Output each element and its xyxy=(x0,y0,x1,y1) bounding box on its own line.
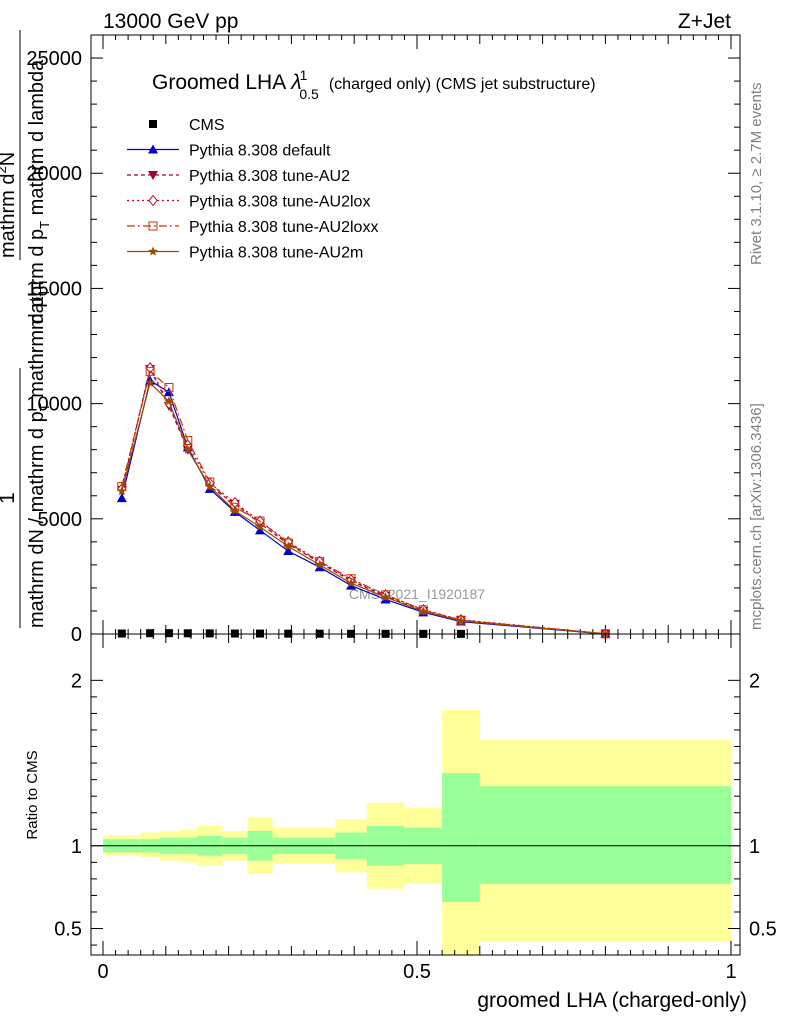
main-y-tick-label: 20000 xyxy=(26,163,82,185)
data-point xyxy=(346,578,356,588)
data-point xyxy=(283,546,294,556)
ratio-panel: 0.5 0.51 12 2 0 0.5 1 xyxy=(54,633,777,983)
mcplots-label: mcplots.cern.ch [arXiv:1306.3436] xyxy=(748,403,765,630)
data-point xyxy=(205,629,214,638)
data-point xyxy=(456,615,466,625)
data-point xyxy=(255,525,265,535)
legend-marker xyxy=(149,120,157,128)
process-label: Z+Jet xyxy=(678,10,731,33)
y-label-denom-text: mathrm d p xyxy=(26,229,48,330)
main-y-tick-label: 25000 xyxy=(26,48,82,70)
legend-marker xyxy=(148,144,158,154)
series-line xyxy=(121,379,606,635)
y-label-lower: mathrm dN / mathrm d pT mathrm d pT xyxy=(26,289,52,628)
ratio-x-axis: 0 0.5 1 xyxy=(97,634,737,983)
y-label-lower-sub: T xyxy=(37,403,52,411)
legend-marker xyxy=(148,246,158,256)
data-point xyxy=(283,541,293,551)
ratio-y-tick-label-right: 2 xyxy=(749,670,760,692)
data-point xyxy=(380,592,391,602)
y-label-one: 1 xyxy=(0,492,19,504)
beam-label: 13000 GeV pp xyxy=(103,10,238,33)
data-point xyxy=(145,377,155,387)
legend-label: Pythia 8.308 tune-AU2 xyxy=(189,168,350,185)
legend-label: Pythia 8.308 tune-AU2lox xyxy=(189,194,370,211)
plot-title-sup: 1 xyxy=(300,67,308,83)
main-y-tick-label: 5000 xyxy=(38,509,83,531)
main-panel: CMS_2021_I1920187 0500010000150002000025… xyxy=(26,34,741,646)
main-y-axis-label: 1 mathrm dN / mathrm d pT mathrm d pT ma… xyxy=(0,30,52,628)
x-tick-label: 0.5 xyxy=(403,961,431,983)
legend-marker xyxy=(148,171,158,180)
data-point xyxy=(314,559,325,569)
y-label-upper: mathrm d2N xyxy=(0,152,19,258)
legend-marker xyxy=(148,194,158,207)
data-point xyxy=(600,628,611,638)
data-point xyxy=(117,486,127,496)
ratio-y-axis: 0.5 0.5 1 1 2 2 xyxy=(54,670,777,946)
main-y-tick-label: 0 xyxy=(71,624,82,646)
plot-title-main: Groomed LHA xyxy=(152,71,286,94)
ratio-frame xyxy=(90,633,741,956)
ratio-y-tick-label: 0.5 xyxy=(54,919,82,941)
data-point xyxy=(145,366,155,376)
ratio-y-axis-label: Ratio to CMS xyxy=(24,750,41,839)
rivet-label: Rivet 3.1.10, ≥ 2.7M events xyxy=(748,83,765,266)
data-point xyxy=(116,493,127,503)
plot-title: Groomed LHA λ1 0.5 (charged only) (CMS jet … xyxy=(152,67,596,102)
main-y-axis: 0 5000 10000 15000 20000 25000 xyxy=(26,34,740,646)
y-label-lower-text2: mathrm d p xyxy=(26,297,48,404)
series-line xyxy=(121,381,606,635)
data-point xyxy=(164,629,173,638)
y-label-denom-text2: mathrm d lambda xyxy=(26,59,48,221)
data-point xyxy=(183,444,193,454)
ratio-band-inner xyxy=(442,772,480,903)
data-point xyxy=(164,382,174,392)
y-label-lower-sub2: T xyxy=(37,289,52,297)
legend-label: Pythia 8.308 tune-AU2m xyxy=(189,245,363,262)
y-label-denom-sub: T xyxy=(37,221,52,229)
y-label-denom: mathrm d pT mathrm d lambda xyxy=(26,59,52,330)
y-label-lower-text: mathrm dN / mathrm d p xyxy=(26,411,48,628)
y-label-upper-sup: 2 xyxy=(0,166,9,173)
legend: CMS Pythia 8.308 default Pythia 8.308 tune… xyxy=(127,117,378,262)
x-axis-label: groomed LHA (charged-only) xyxy=(477,989,747,1012)
x-tick-label: 1 xyxy=(725,961,736,983)
legend-marker xyxy=(148,221,158,231)
ratio-y-tick-label: 1 xyxy=(71,836,82,858)
ratio-y-tick-label: 2 xyxy=(71,670,82,692)
y-label-upper-text: mathrm d xyxy=(0,174,19,258)
legend-label: Pythia 8.308 tune-AU2loxx xyxy=(189,219,378,236)
ratio-y-tick-label-right: 1 xyxy=(749,836,760,858)
legend-label: CMS xyxy=(189,117,225,134)
main-y-tick-label: 10000 xyxy=(26,394,82,416)
data-point xyxy=(230,505,240,515)
plot-title-tail: (charged only) (CMS jet substructure) xyxy=(329,76,596,93)
ratio-bands xyxy=(103,710,731,955)
ratio-band-inner xyxy=(479,786,731,884)
data-point xyxy=(205,481,215,491)
x-tick-label: 0 xyxy=(97,961,108,983)
data-point xyxy=(255,521,265,531)
data-point xyxy=(418,606,428,616)
legend-label: Pythia 8.308 default xyxy=(189,143,331,160)
plot-title-lambda: λ xyxy=(290,71,301,94)
data-point xyxy=(183,629,192,638)
data-point xyxy=(146,629,155,638)
plot-title-sub: 0.5 xyxy=(299,86,319,102)
ratio-y-tick-label-right: 0.5 xyxy=(749,919,777,941)
main-y-tick-label: 15000 xyxy=(26,278,82,300)
y-label-upper-text2: N xyxy=(0,152,19,166)
data-point xyxy=(164,396,174,406)
